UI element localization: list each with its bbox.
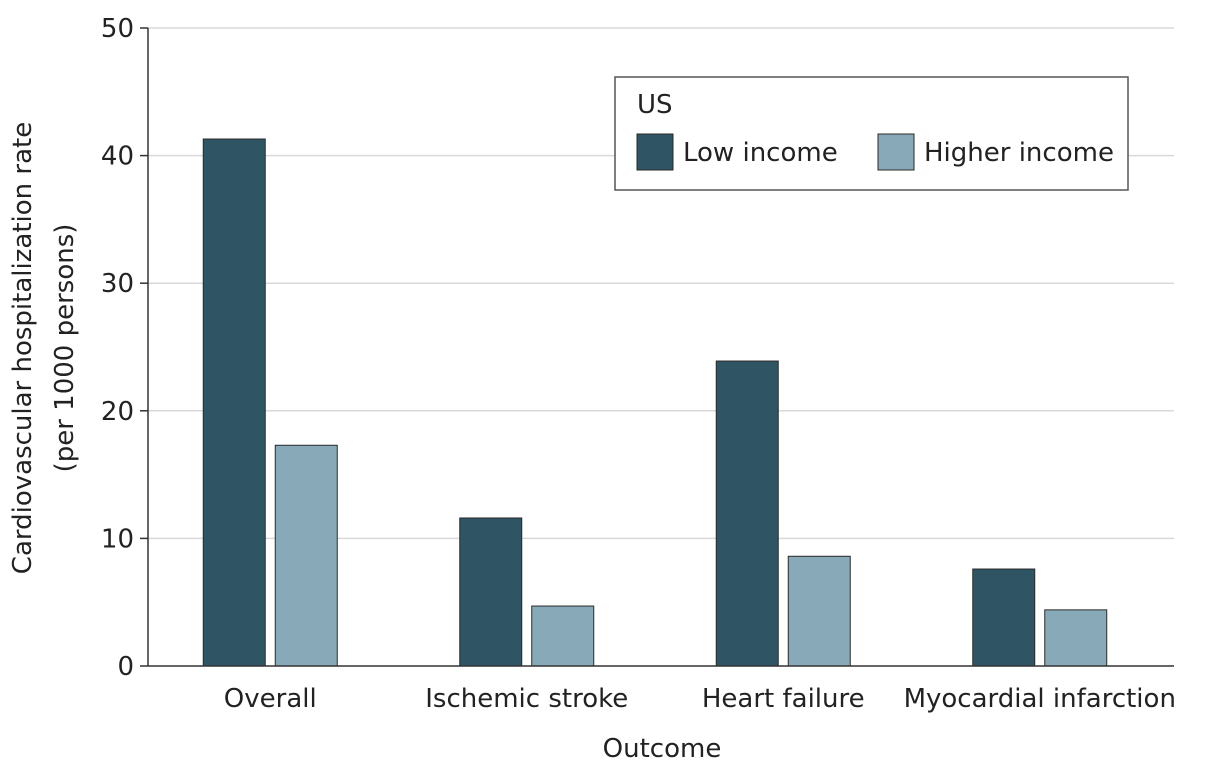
bar-heart-failure-low-income — [715, 360, 779, 667]
legend: US Low income Higher income — [614, 76, 1129, 191]
bars — [202, 138, 1108, 667]
axes — [147, 28, 1174, 667]
legend-label-higher-income: Higher income — [924, 138, 1114, 168]
bar-overall-higher-income — [274, 444, 338, 667]
y-tick-label-50: 50 — [101, 14, 134, 44]
y-tick-label-30: 30 — [101, 269, 134, 299]
y-tick-label-40: 40 — [101, 142, 134, 172]
x-category-labels: Overall Ischemic stroke Heart failure Myoca… — [224, 684, 1176, 714]
legend-swatch-higher-income — [877, 133, 915, 171]
x-category-label-overall: Overall — [224, 684, 317, 714]
legend-label-low-income: Low income — [683, 138, 838, 168]
legend-frame — [614, 76, 1129, 191]
x-category-label-myocardial-infarction: Myocardial infarction — [904, 684, 1176, 714]
bar-overall-low-income — [202, 138, 266, 667]
bar-ischemic-stroke-low-income — [459, 517, 523, 667]
x-category-label-ischemic-stroke: Ischemic stroke — [425, 684, 628, 714]
bar-ischemic-stroke-higher-income — [531, 605, 595, 667]
x-axis-title: Outcome — [603, 734, 722, 764]
y-tick-label-20: 20 — [101, 397, 134, 427]
bar-myocardial-infarction-low-income — [972, 568, 1036, 667]
x-category-label-heart-failure: Heart failure — [702, 684, 865, 714]
bar-heart-failure-higher-income — [787, 555, 851, 667]
legend-swatch-low-income — [636, 133, 674, 171]
bar-myocardial-infarction-higher-income — [1044, 609, 1108, 667]
y-axis-title-line1: Cardiovascular hospitalization rate — [8, 122, 38, 574]
y-axis-title-line2: (per 1000 persons) — [50, 224, 80, 473]
y-tick-label-0: 0 — [117, 652, 134, 682]
y-tick-labels: 0 10 20 30 40 50 — [101, 14, 134, 682]
legend-title: US — [637, 90, 673, 120]
y-tick-label-10: 10 — [101, 524, 134, 554]
